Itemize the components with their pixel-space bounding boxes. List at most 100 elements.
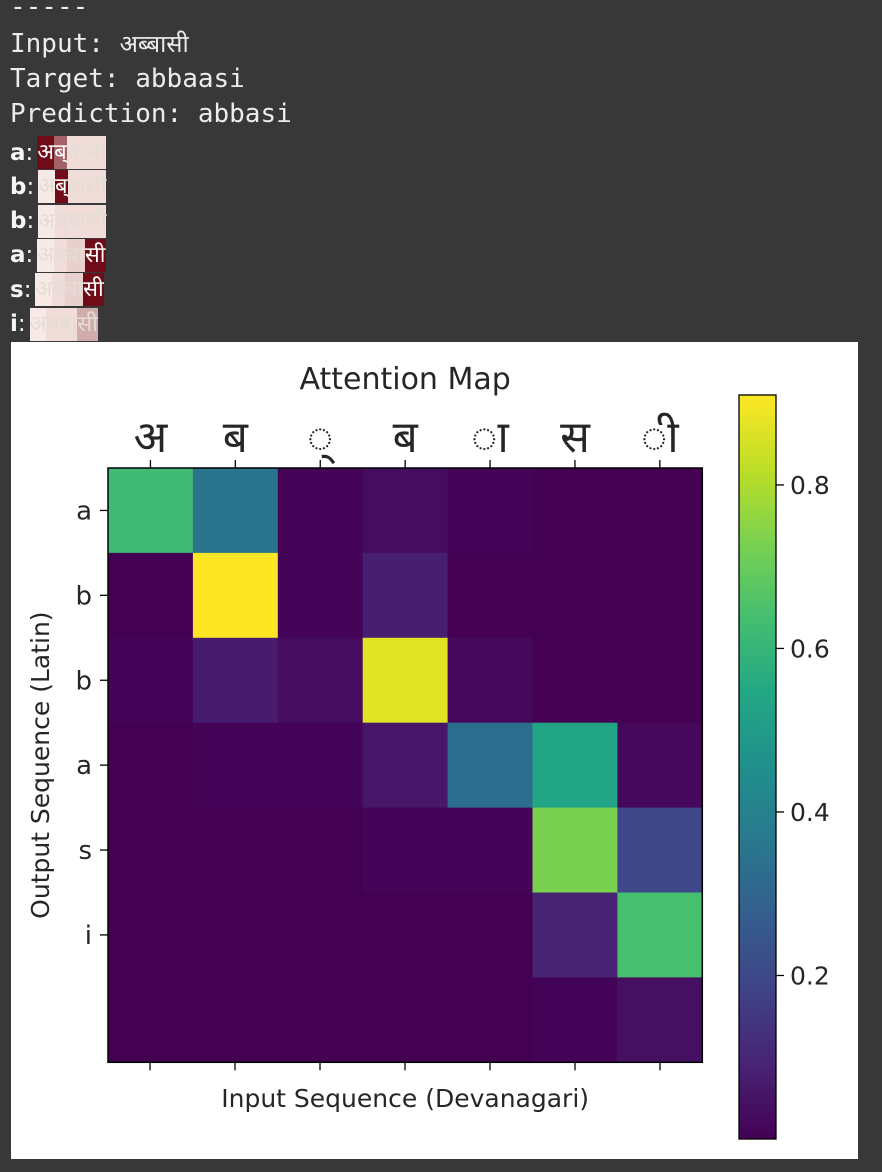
heatmap-cell [532,468,618,554]
chart-title: Attention Map [299,362,510,397]
char-attention-row-label: a [10,139,26,166]
y-tick-label: a [76,751,92,781]
char-attention-row-colon: : [26,173,35,200]
heatmap-cell [447,892,534,978]
char-attention-glyph: सी [85,170,107,204]
heatmap-cell [362,468,449,554]
char-attention-glyphs: अ ब् बा सी [38,170,107,204]
char-attention-glyph: बा [66,238,85,272]
prediction-label: Prediction: [10,99,183,129]
colorbar-tick-label: 0.2 [790,961,830,990]
char-attention-row-colon: : [25,242,34,269]
char-attention-glyph: अ [37,136,55,169]
x-tick-label: ् [307,412,335,465]
heatmap-cell [192,722,279,809]
char-attention-glyph: अ [38,204,56,238]
y-tick-label: a [76,496,92,526]
char-attention-glyph: सी [77,307,98,341]
char-attention-glyph: सी [84,238,106,272]
heatmap-cell [108,807,194,894]
heatmap-cell [277,637,364,724]
input-label: Input: [10,29,104,59]
char-attention-glyph: अ [37,238,55,272]
heatmap-cell [447,722,534,809]
x-tick-label: अ [134,412,169,463]
heatmap-cell [617,468,703,554]
char-attention-row: a: अ ब् बा सी [10,136,106,169]
colorbar-tick-label: 0.8 [790,471,830,500]
char-attention-glyph: सी [83,273,104,307]
x-tick-label: ी [641,412,680,463]
char-attention-row: b: अ ब् बा सी [10,204,107,238]
char-attention-row-label: a [10,242,26,269]
heatmap-cell [277,807,364,894]
char-attention-glyph: सी [85,204,107,238]
heatmap-cell [108,892,194,978]
heatmap-cell [617,637,703,724]
colorbar [739,395,776,1139]
char-attention-glyph: बा [67,170,86,204]
heatmap-cell [617,807,703,894]
char-attention-glyph: सी [84,136,106,169]
heatmap-cell [108,468,194,554]
y-tick-label: s [78,836,92,866]
y-tick-label: b [75,666,92,696]
heatmap-cell [108,552,194,639]
char-attention-glyph: ब् [46,307,60,341]
heatmap-cell [447,637,534,724]
char-attention-glyph: बा [67,204,86,238]
log-separator: ----- [10,0,89,22]
char-attention-row-colon: : [17,311,26,337]
y-axis-label: Output Sequence (Latin) [26,611,55,918]
char-attention-glyphs: अ ब् बा सी [38,204,107,238]
char-attention-glyph: ब् [55,170,68,204]
char-attention-row-label: s [10,276,24,303]
log-target-line: Target: abbaasi [10,64,245,94]
colorbar-tick-label: 0.6 [790,634,830,663]
heatmap-cell [362,637,449,724]
heatmap-cell [532,807,618,894]
colorbar-frame [738,394,777,1140]
char-attention-glyphs: अ ब् बा सी [37,136,106,169]
heatmap-cell [617,722,703,809]
heatmap-cell [532,892,618,978]
char-attention-row-label: b [10,173,27,200]
char-attention-glyphs: अ ब् बा सी [29,307,98,341]
x-tick-label: ा [471,412,510,463]
x-tick-label: ब [393,412,419,463]
target-label: Target: [10,64,120,94]
char-attention-glyph: बा [59,307,78,341]
heatmap-cell [617,552,703,639]
char-attention-glyph: अ [38,170,56,204]
char-attention-row: i: अ ब् बा सी [10,307,98,341]
heatmap-cell [192,637,279,724]
heatmap-cell [362,977,449,1063]
prediction-value: abbasi [197,99,292,129]
log-input-line: Input: अब्बासी [10,29,189,59]
char-attention-glyphs: अ ब् बा सी [35,273,104,307]
heatmap-cell [192,552,279,639]
heatmap-cell [447,807,534,894]
heatmap-cell [192,977,279,1063]
char-attention-row-label: b [10,208,27,235]
char-attention-glyph: अ [29,307,47,341]
heatmap-cell [108,977,194,1063]
heatmap-cell [532,977,618,1063]
y-tick-label: i [85,921,92,951]
x-axis-label: Input Sequence (Devanagari) [221,1084,589,1113]
heatmap-cell [108,637,194,724]
char-attention-row-colon: : [25,139,34,166]
char-attention-row-colon: : [26,208,35,235]
char-attention-row-colon: : [23,276,32,303]
heatmap-cell [447,552,534,639]
heatmap-cell [362,722,449,809]
heatmap-cell [192,892,279,978]
char-attention-glyph: बा [64,273,84,307]
char-attention-row: a: अ ब् बा सी [10,238,106,272]
heatmap-cell [532,722,618,809]
char-attention-row: b: अ ब् बा सी [10,170,107,204]
heatmap-cell [277,892,364,978]
heatmap-cell [277,977,364,1063]
char-attention-glyph: ब् [55,204,68,238]
input-value: अब्बासी [119,30,189,58]
